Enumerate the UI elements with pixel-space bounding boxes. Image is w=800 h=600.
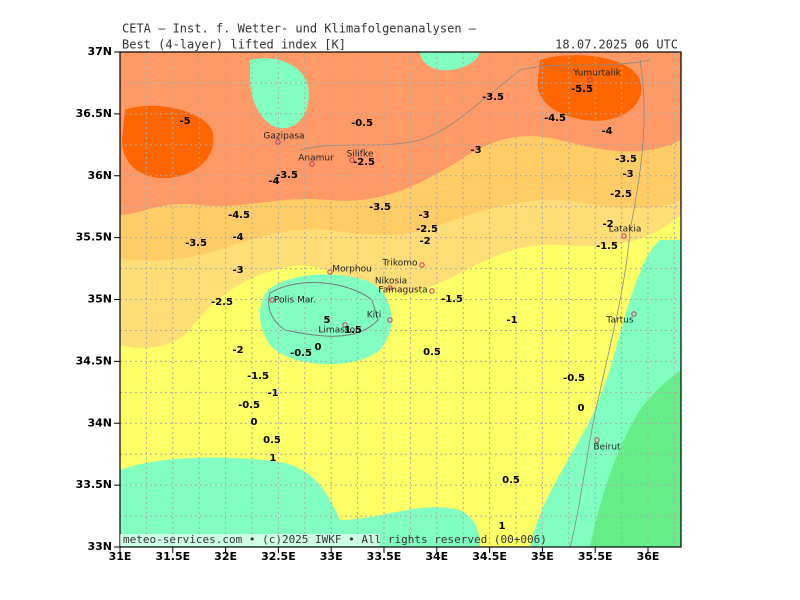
contour-label: 1	[499, 521, 506, 532]
lat-label: 37N	[87, 45, 112, 58]
lon-label: 34.5E	[472, 550, 507, 563]
contour-label: -2.5	[211, 297, 233, 308]
contour-label: 0	[315, 342, 322, 353]
place-marker	[349, 157, 355, 163]
contour-label: -2.5	[610, 189, 632, 200]
place-label: Polis Mar.	[274, 296, 316, 306]
place-marker	[419, 262, 425, 268]
place-marker	[275, 139, 281, 145]
contour-label: -1	[267, 388, 278, 399]
lat-label: 33N	[87, 540, 112, 553]
lat-label: 35.5N	[76, 231, 112, 244]
contour-label: -2	[419, 236, 430, 247]
contour-label: -3.5	[369, 202, 391, 213]
lat-label: 36.5N	[76, 107, 112, 120]
lat-label: 34N	[87, 416, 112, 429]
contour-label: 0.5	[502, 475, 520, 486]
place-marker	[387, 285, 393, 291]
place-label: Silifke	[347, 150, 374, 160]
contour-label: -4.5	[544, 113, 566, 124]
contour-label: 1	[270, 453, 277, 464]
contour-label: -0.5	[290, 348, 312, 359]
place-marker	[587, 77, 593, 83]
lon-label: 34E	[425, 550, 448, 563]
contour-label: -1.5	[247, 371, 269, 382]
place-marker	[342, 322, 348, 328]
place-label: Gazipasa	[263, 132, 304, 142]
contour-label: -1.5	[596, 241, 618, 252]
lat-label: 36N	[87, 169, 112, 182]
place-label: Trikomo	[381, 259, 418, 269]
place-marker	[594, 437, 600, 443]
contour-label: -1	[506, 315, 517, 326]
place-label: Limassol	[318, 326, 357, 336]
lon-label: 33.5E	[367, 550, 402, 563]
lon-label: 32E	[214, 550, 237, 563]
contour-label: -3	[418, 210, 429, 221]
contour-label: -0.5	[238, 400, 260, 411]
lon-label: 35E	[531, 550, 554, 563]
contour-label: -4	[268, 176, 279, 187]
contour-label: 0	[578, 403, 585, 414]
contour-label: -3.5	[185, 238, 207, 249]
lon-label: 33E	[320, 550, 343, 563]
place-label: Beirut	[593, 443, 621, 453]
place-label: Tartus	[605, 316, 633, 326]
place-marker	[429, 288, 435, 294]
place-marker	[309, 161, 315, 167]
institute-title: CETA – Inst. f. Wetter- und Klimafolgena…	[122, 22, 477, 36]
contour-label: -2	[602, 219, 613, 230]
contour-label: -4	[232, 232, 243, 243]
copyright-footer: meteo-services.com • (c)2025 IWKF • All …	[123, 533, 547, 546]
contour-label: -5.5	[571, 84, 593, 95]
contour-label: -3.5	[615, 154, 637, 165]
field-shading	[120, 52, 681, 547]
place-marker	[327, 269, 333, 275]
contour-label: -0.5	[351, 118, 373, 129]
place-marker	[621, 233, 627, 239]
contour-label: 5	[324, 315, 331, 326]
footer-bg	[120, 534, 380, 546]
lon-label: 35.5E	[578, 550, 613, 563]
contour-label: -3	[470, 145, 481, 156]
lat-label: 33.5N	[76, 478, 112, 491]
contour-label: -3	[232, 265, 243, 276]
place-label: Kiti	[367, 311, 381, 321]
contour-label: -3	[622, 169, 633, 180]
place-label: Latakia	[609, 225, 642, 235]
contour-label: -2.5	[353, 157, 375, 168]
contour-label: 0	[251, 417, 258, 428]
place-marker	[387, 317, 393, 323]
place-label: Yumurtalik	[572, 69, 621, 79]
contour-label: -4.5	[228, 210, 250, 221]
contour-label: -3.5	[482, 92, 504, 103]
place-label: Morphou	[332, 265, 372, 275]
lat-label: 35N	[87, 293, 112, 306]
place-label: Nikosia	[375, 277, 407, 287]
contour-label: -0.5	[563, 373, 585, 384]
contour-label: 1.5	[344, 325, 362, 336]
contour-label: 0.5	[263, 435, 281, 446]
contour-label: -5	[179, 116, 190, 127]
lon-label: 32.5E	[261, 550, 296, 563]
field-title: Best (4-layer) lifted index [K]	[122, 38, 346, 52]
contour-label: -1.5	[441, 294, 463, 305]
contour-label: -4	[601, 126, 612, 137]
contour-label: -3.5	[276, 170, 298, 181]
place-marker	[269, 297, 275, 303]
contour-label: -2	[232, 345, 243, 356]
lon-label: 31E	[109, 550, 132, 563]
contour-label: 0.5	[423, 347, 441, 358]
contour-label: -2.5	[416, 224, 438, 235]
valid-time: 18.07.2025 06 UTC	[555, 38, 678, 52]
place-marker	[631, 311, 637, 317]
lon-label: 31.5E	[155, 550, 190, 563]
lon-label: 36E	[637, 550, 660, 563]
lat-label: 34.5N	[76, 354, 112, 367]
place-label: Famagusta	[378, 286, 427, 296]
place-label: Anamur	[298, 154, 334, 164]
